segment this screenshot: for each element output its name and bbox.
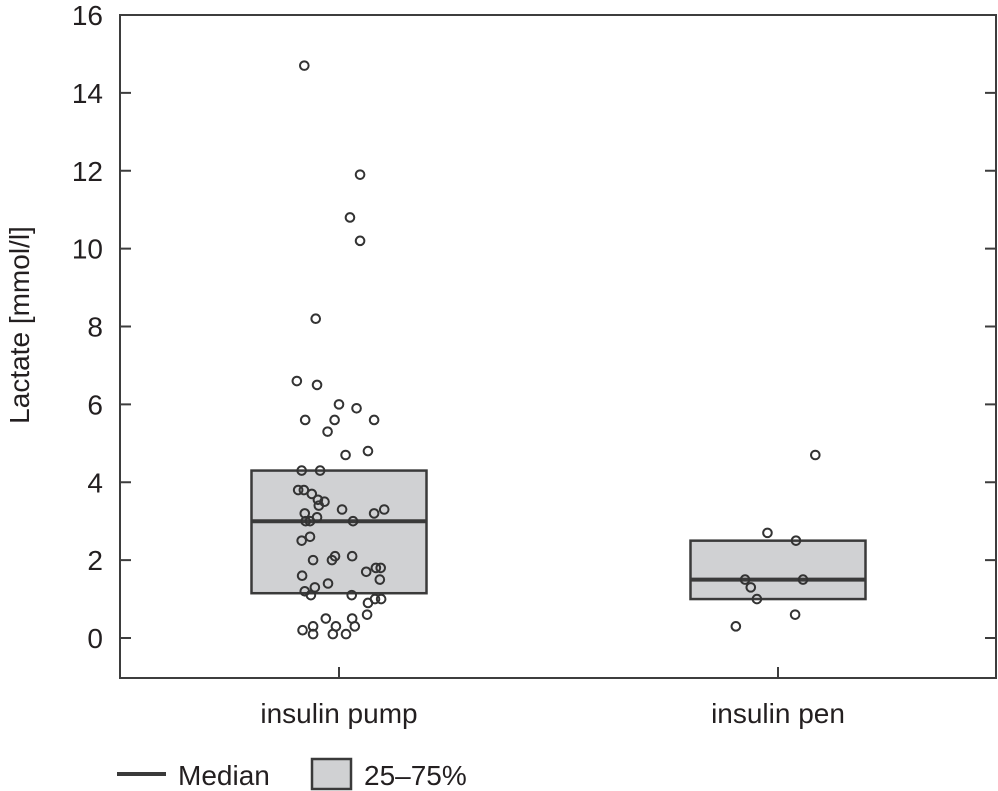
data-point xyxy=(361,609,373,620)
data-point xyxy=(296,535,307,546)
data-point xyxy=(312,494,324,506)
data-point xyxy=(304,531,316,543)
data-point xyxy=(314,465,326,476)
data-point xyxy=(299,60,310,71)
y-axis: 0 2 4 6 8 10 12 14 16 xyxy=(72,0,996,654)
legend: Median 25–75% xyxy=(117,757,467,791)
data-point xyxy=(797,574,809,585)
data-point xyxy=(297,624,308,636)
data-point xyxy=(346,550,358,562)
y-tick-label: 4 xyxy=(87,467,103,498)
data-point xyxy=(374,574,386,585)
data-point xyxy=(354,169,366,180)
data-point xyxy=(292,484,304,496)
data-point xyxy=(344,212,356,223)
y-axis-title: Lactate [mmol/l] xyxy=(4,226,35,424)
legend-iqr-label: 25–75% xyxy=(364,760,467,791)
data-point xyxy=(307,628,319,640)
data-point xyxy=(296,465,307,476)
iqr-box xyxy=(250,469,428,595)
data-point xyxy=(360,566,372,578)
data-point xyxy=(730,621,742,632)
data-point xyxy=(340,449,351,461)
data-point xyxy=(790,535,802,546)
data-point xyxy=(762,527,773,539)
data-point xyxy=(375,562,387,574)
data-point xyxy=(299,414,311,426)
data-point xyxy=(300,515,311,527)
data-point xyxy=(347,515,359,527)
legend-median-label: Median xyxy=(178,760,270,791)
data-point xyxy=(362,597,374,609)
data-point xyxy=(333,399,345,410)
data-point xyxy=(326,554,338,566)
data-point xyxy=(739,574,751,585)
data-point xyxy=(322,578,334,589)
y-tick-label: 16 xyxy=(72,0,103,31)
x-tick-label: insulin pump xyxy=(260,698,417,729)
plot-border xyxy=(119,14,997,679)
data-point xyxy=(368,414,380,426)
data-point xyxy=(810,449,821,461)
data-point xyxy=(320,613,332,624)
data-point xyxy=(298,484,310,496)
data-point xyxy=(305,589,317,601)
y-tick-label: 12 xyxy=(72,156,103,187)
data-point xyxy=(307,554,319,566)
y-tick-label: 6 xyxy=(87,389,103,420)
data-point xyxy=(310,313,322,325)
data-point xyxy=(306,488,318,500)
data-point xyxy=(313,500,325,511)
data-point xyxy=(340,628,352,640)
y-tick-label: 10 xyxy=(72,234,103,265)
data-point xyxy=(370,562,382,574)
data-point xyxy=(336,504,348,515)
data-point xyxy=(346,589,358,601)
y-tick-label: 8 xyxy=(87,312,103,343)
data-point xyxy=(378,504,390,515)
x-tick-label: insulin pen xyxy=(711,698,845,729)
plot-frame xyxy=(119,14,997,679)
data-points xyxy=(291,60,821,640)
data-point xyxy=(354,235,366,247)
boxes xyxy=(250,469,867,601)
data-point xyxy=(349,621,361,632)
iqr-box xyxy=(689,539,867,601)
y-tick-label: 14 xyxy=(72,78,103,109)
data-point xyxy=(304,515,316,527)
data-point xyxy=(311,379,323,391)
legend-iqr-swatch xyxy=(310,757,353,791)
data-point xyxy=(296,570,308,582)
data-point xyxy=(789,609,801,620)
data-point xyxy=(329,414,340,426)
data-point xyxy=(322,426,333,437)
y-tick-label: 0 xyxy=(87,623,103,654)
data-point xyxy=(375,593,387,605)
data-point xyxy=(368,508,380,519)
data-point xyxy=(327,628,339,640)
data-point xyxy=(351,402,362,414)
x-axis: insulin pump insulin pen xyxy=(260,667,845,729)
y-tick-label: 2 xyxy=(87,545,103,576)
data-point xyxy=(745,582,757,593)
data-point xyxy=(362,445,374,457)
data-point xyxy=(291,375,303,387)
data-point xyxy=(751,593,763,605)
